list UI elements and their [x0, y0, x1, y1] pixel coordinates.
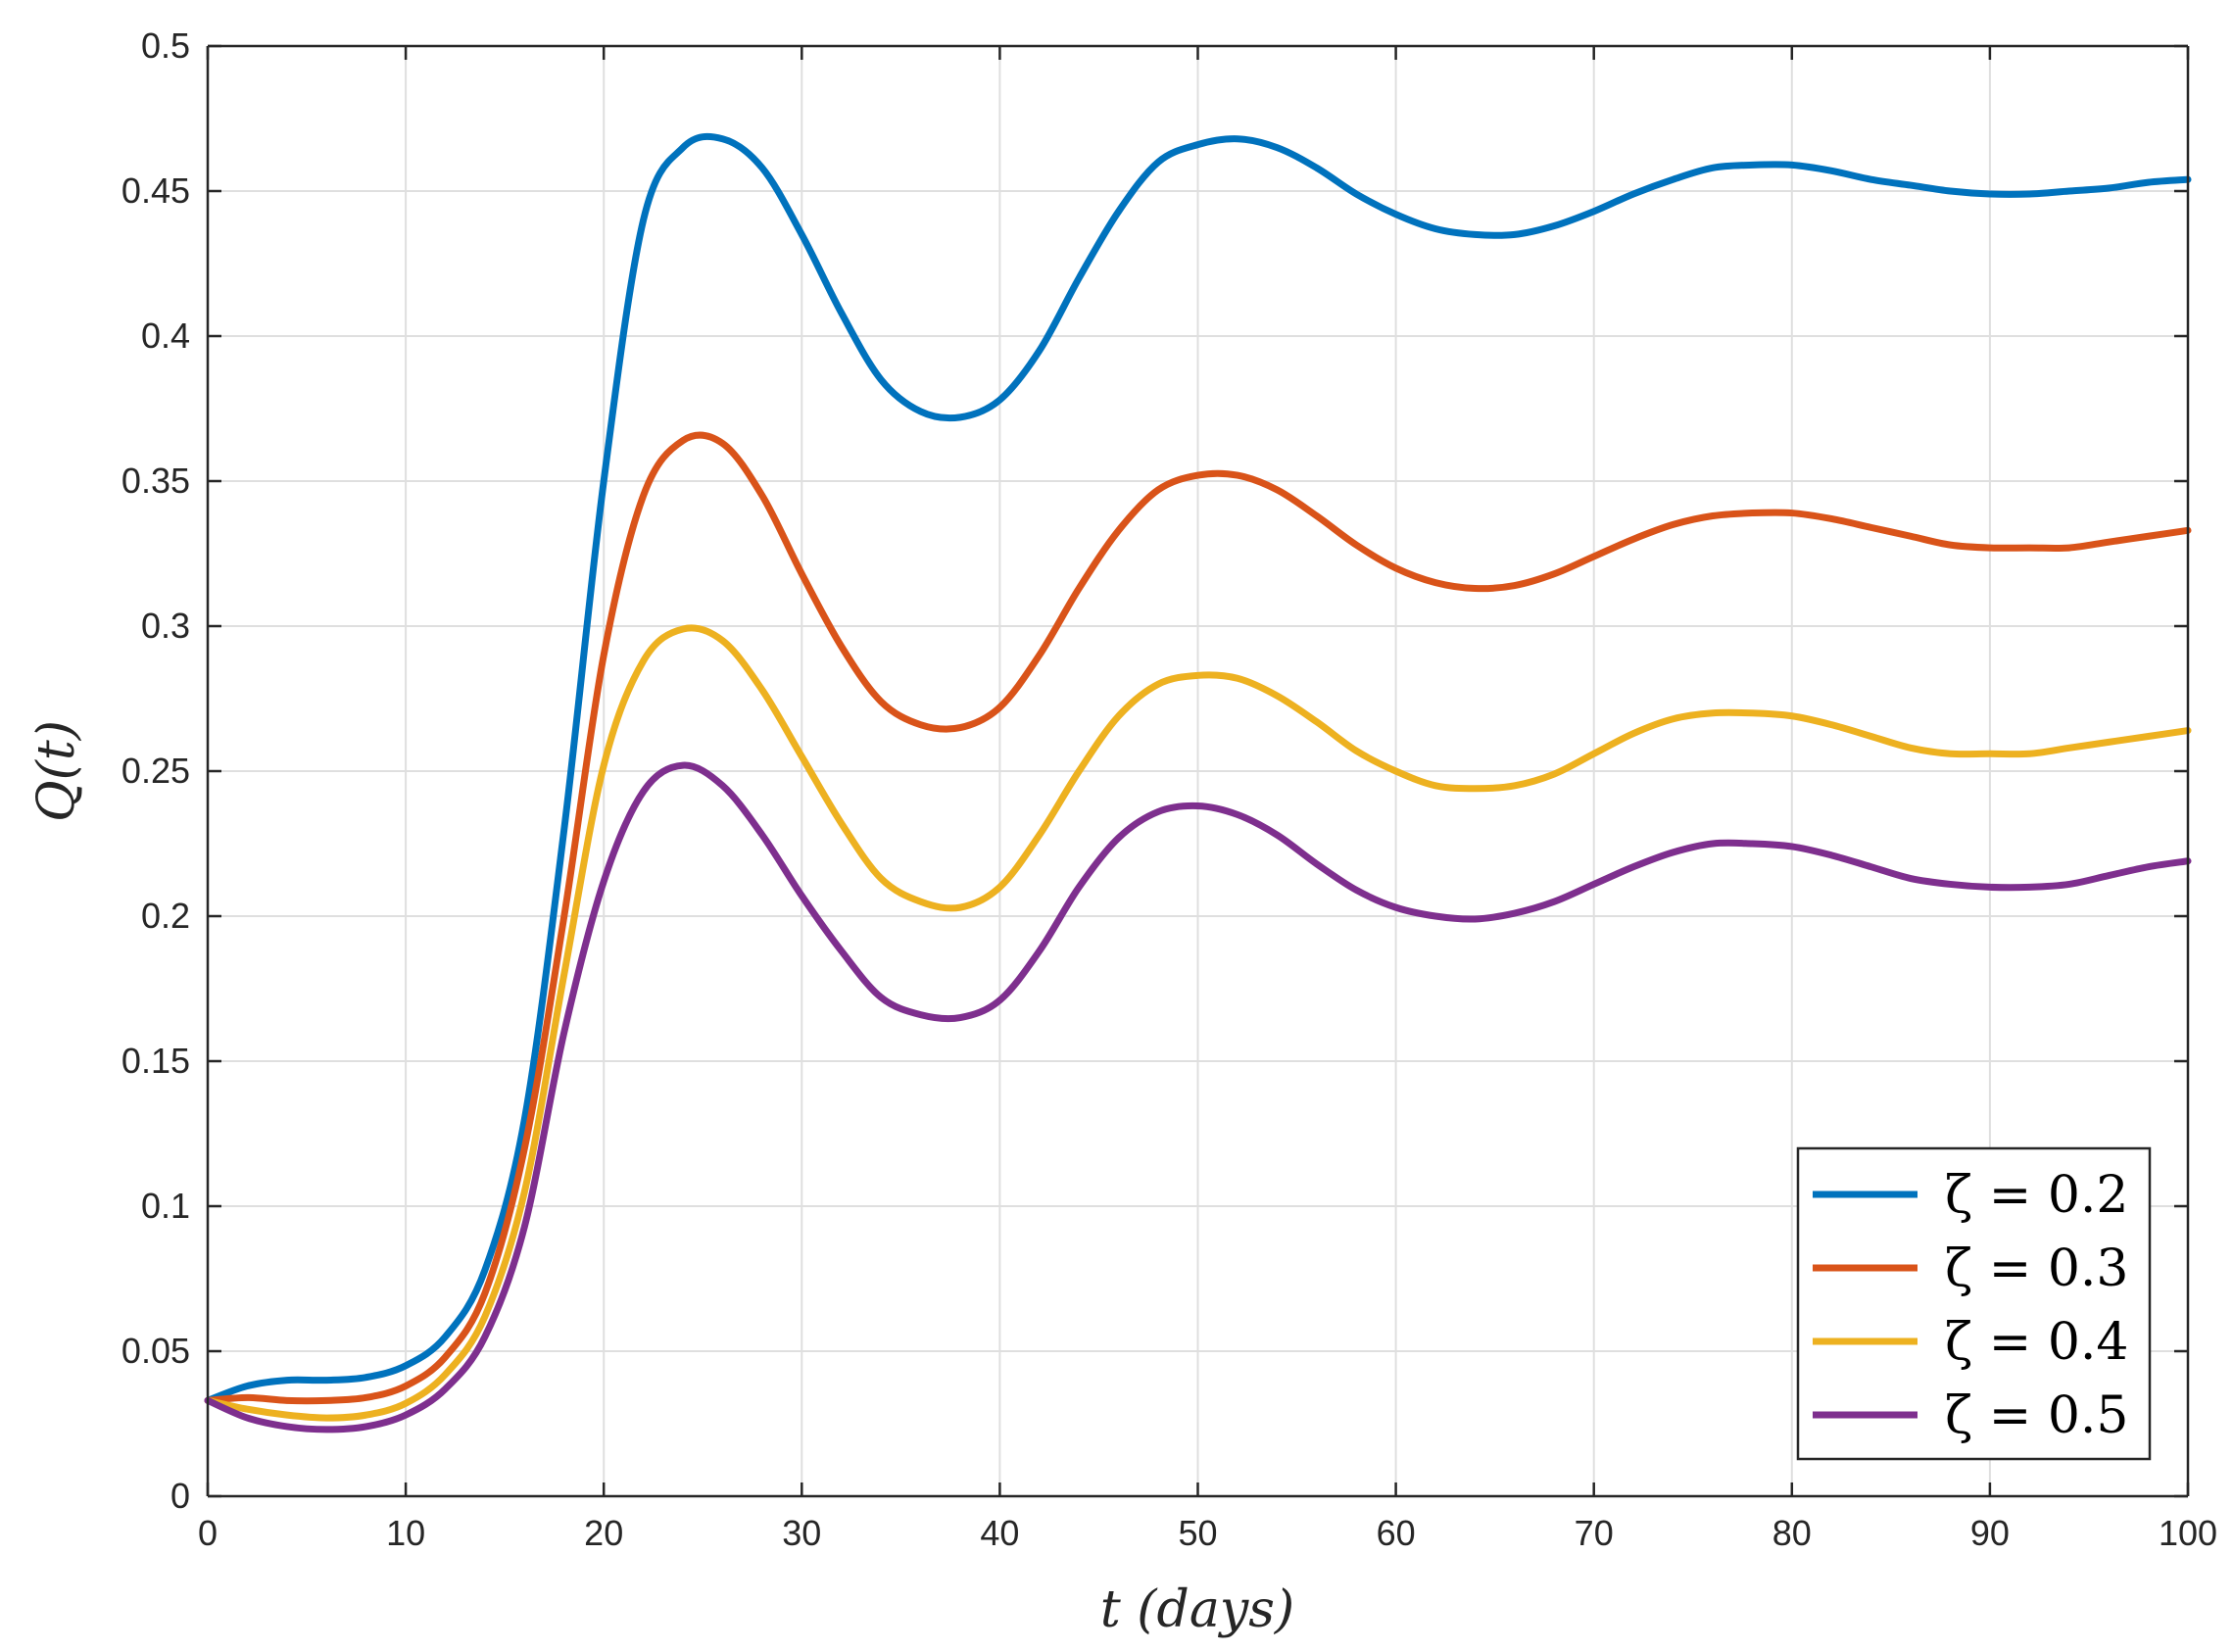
- y-tick-label: 0.45: [121, 170, 190, 211]
- series-lines: [204, 132, 2192, 1433]
- x-tick-label: 30: [782, 1513, 821, 1553]
- x-tick-label: 60: [1377, 1513, 1416, 1553]
- x-tick-label: 70: [1575, 1513, 1614, 1553]
- y-tick-label: 0.05: [121, 1331, 190, 1371]
- series-line-4: [204, 761, 2192, 1433]
- series-line-1: [204, 132, 2192, 1404]
- y-tick-label: 0.3: [141, 606, 190, 646]
- x-tick-label: 40: [980, 1513, 1019, 1553]
- legend-label-1: ζ = 0.2: [1945, 1166, 2129, 1225]
- x-tick-label: 90: [1970, 1513, 2010, 1553]
- y-axis-title: Q(t): [27, 720, 86, 822]
- y-tick-label: 0: [170, 1476, 190, 1516]
- x-axis-title: t (days): [1100, 1580, 1294, 1639]
- x-tick-label: 10: [386, 1513, 425, 1553]
- ticks: 0 10 20 30 40 50 60 70 80 90 100 0 0.05 0.1 0.15 0.2 0.2…: [121, 25, 2217, 1553]
- x-tick-label: 100: [2159, 1513, 2217, 1553]
- legend-label-2: ζ = 0.3: [1945, 1239, 2129, 1298]
- y-tick-label: 0.4: [141, 316, 190, 356]
- y-tick-label: 0.25: [121, 751, 190, 791]
- legend: ζ = 0.2 ζ = 0.3 ζ = 0.4 ζ = 0.5: [1796, 1146, 2152, 1461]
- series-line-3: [204, 624, 2192, 1422]
- x-tick-label: 20: [584, 1513, 623, 1553]
- legend-label-3: ζ = 0.4: [1945, 1313, 2129, 1372]
- y-tick-label: 0.1: [141, 1186, 190, 1226]
- x-tick-label: 80: [1772, 1513, 1812, 1553]
- y-tick-label: 0.15: [121, 1041, 190, 1081]
- y-tick-label: 0.2: [141, 896, 190, 936]
- legend-label-4: ζ = 0.5: [1945, 1386, 2129, 1445]
- x-tick-label: 50: [1178, 1513, 1217, 1553]
- legend-box: [1796, 1146, 2152, 1461]
- y-tick-label: 0.35: [121, 461, 190, 501]
- y-tick-label: 0.5: [141, 25, 190, 66]
- series-line-2: [204, 431, 2192, 1405]
- x-tick-label: 0: [198, 1513, 218, 1553]
